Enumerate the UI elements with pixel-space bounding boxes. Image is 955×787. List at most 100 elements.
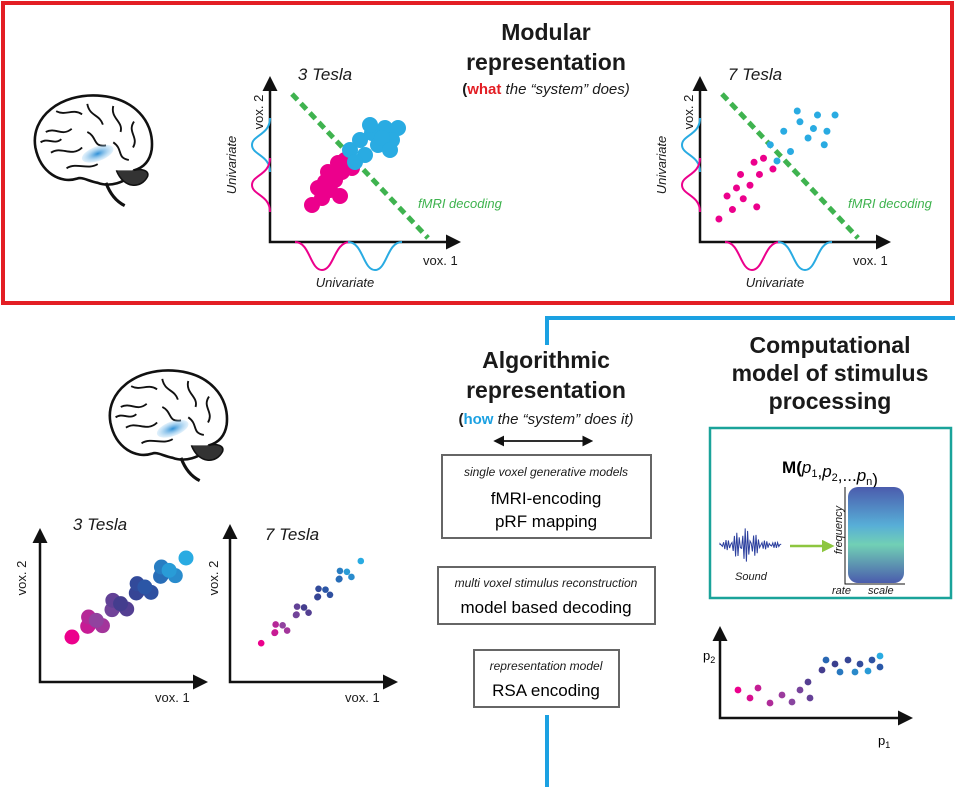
x-label: vox. 1 [155, 690, 190, 705]
sub: 1 [885, 740, 890, 750]
x-marginal-label: Univariate [746, 275, 805, 290]
point [327, 592, 334, 599]
subtitle: (what the “system” does) [462, 81, 630, 98]
method-category: single voxel generative models [464, 465, 628, 479]
point [715, 216, 722, 223]
x-marginal [348, 242, 402, 270]
panel-title: 7 Tesla [728, 65, 782, 84]
y-marginal-label: Univariate [654, 136, 669, 195]
point [857, 661, 864, 668]
point [807, 695, 814, 702]
spectrogram [848, 487, 904, 583]
point [819, 667, 826, 674]
point [322, 586, 329, 593]
x-marginal-label: Univariate [316, 275, 375, 290]
point [832, 661, 839, 668]
figure: Modular representation (what the “system… [0, 0, 955, 787]
point [877, 664, 884, 671]
method-item: model based decoding [460, 598, 631, 617]
title: representation [466, 377, 626, 403]
y-label: p2 [703, 648, 715, 665]
point [797, 687, 804, 694]
x-label: vox. 1 [853, 253, 888, 268]
point [272, 621, 279, 628]
p: p [878, 733, 885, 748]
point [810, 125, 817, 132]
point [877, 653, 884, 660]
brain-icon [110, 370, 227, 480]
subtitle-rest: the “system” does it) [493, 411, 633, 428]
point [305, 609, 312, 616]
point [814, 112, 821, 119]
point [89, 613, 104, 628]
point [767, 141, 774, 148]
decoder-label: fMRI decoding [418, 196, 503, 211]
point [284, 627, 291, 634]
subtitle-rest: the “system” does) [501, 81, 629, 98]
spectrogram-y-label: frequency [833, 504, 845, 554]
point [755, 685, 762, 692]
method-item: fMRI-encoding [491, 489, 602, 508]
formula-part: p [856, 466, 866, 485]
point [805, 135, 812, 142]
point [737, 171, 744, 178]
method-item: pRF mapping [495, 512, 597, 531]
point [753, 203, 760, 210]
point [789, 699, 796, 706]
point [769, 166, 776, 173]
point [865, 668, 872, 675]
point [774, 157, 781, 164]
point [337, 568, 344, 575]
axes [230, 536, 395, 682]
x-label: vox. 1 [423, 253, 458, 268]
highlight: what [466, 81, 501, 98]
point [271, 630, 278, 637]
method-category: representation model [490, 659, 603, 673]
point [747, 695, 754, 702]
y-label: vox. 2 [14, 561, 29, 596]
point [724, 193, 731, 200]
point [315, 585, 322, 592]
point [845, 657, 852, 664]
formula-part: ,... [838, 466, 857, 485]
y-label: vox. 2 [681, 95, 696, 130]
point [823, 657, 830, 664]
title: Algorithmic [482, 347, 610, 373]
point [805, 679, 812, 686]
point [794, 108, 801, 115]
method-item: RSA encoding [492, 681, 600, 700]
point [780, 128, 787, 135]
axes [270, 88, 458, 242]
title: model of stimulus [732, 360, 929, 386]
y-marginal [682, 158, 700, 212]
title: representation [466, 49, 626, 75]
point [344, 568, 351, 575]
point [382, 142, 398, 158]
point [362, 117, 378, 133]
point [330, 155, 346, 171]
x-marginal [295, 242, 350, 270]
point [317, 174, 333, 190]
x-label: vox. 1 [345, 690, 380, 705]
sound-label: Sound [735, 571, 768, 583]
formula-part: M( [782, 458, 802, 477]
method-category: multi voxel stimulus reconstruction [455, 576, 638, 590]
formula-part: p [801, 458, 811, 477]
spectrogram-x-label: rate [832, 585, 851, 597]
point [358, 558, 365, 565]
point [179, 551, 194, 566]
point [113, 596, 128, 611]
point [751, 159, 758, 166]
point [137, 580, 152, 595]
point [796, 118, 803, 125]
point [823, 128, 830, 135]
y-label: vox. 2 [206, 561, 221, 596]
y-marginal [252, 158, 270, 212]
x-label: p1 [878, 733, 890, 750]
p: p [703, 648, 710, 663]
point [832, 112, 839, 119]
axes [720, 638, 910, 718]
spectrogram-x-label: scale [868, 585, 894, 597]
point [348, 574, 355, 581]
point [162, 563, 177, 578]
